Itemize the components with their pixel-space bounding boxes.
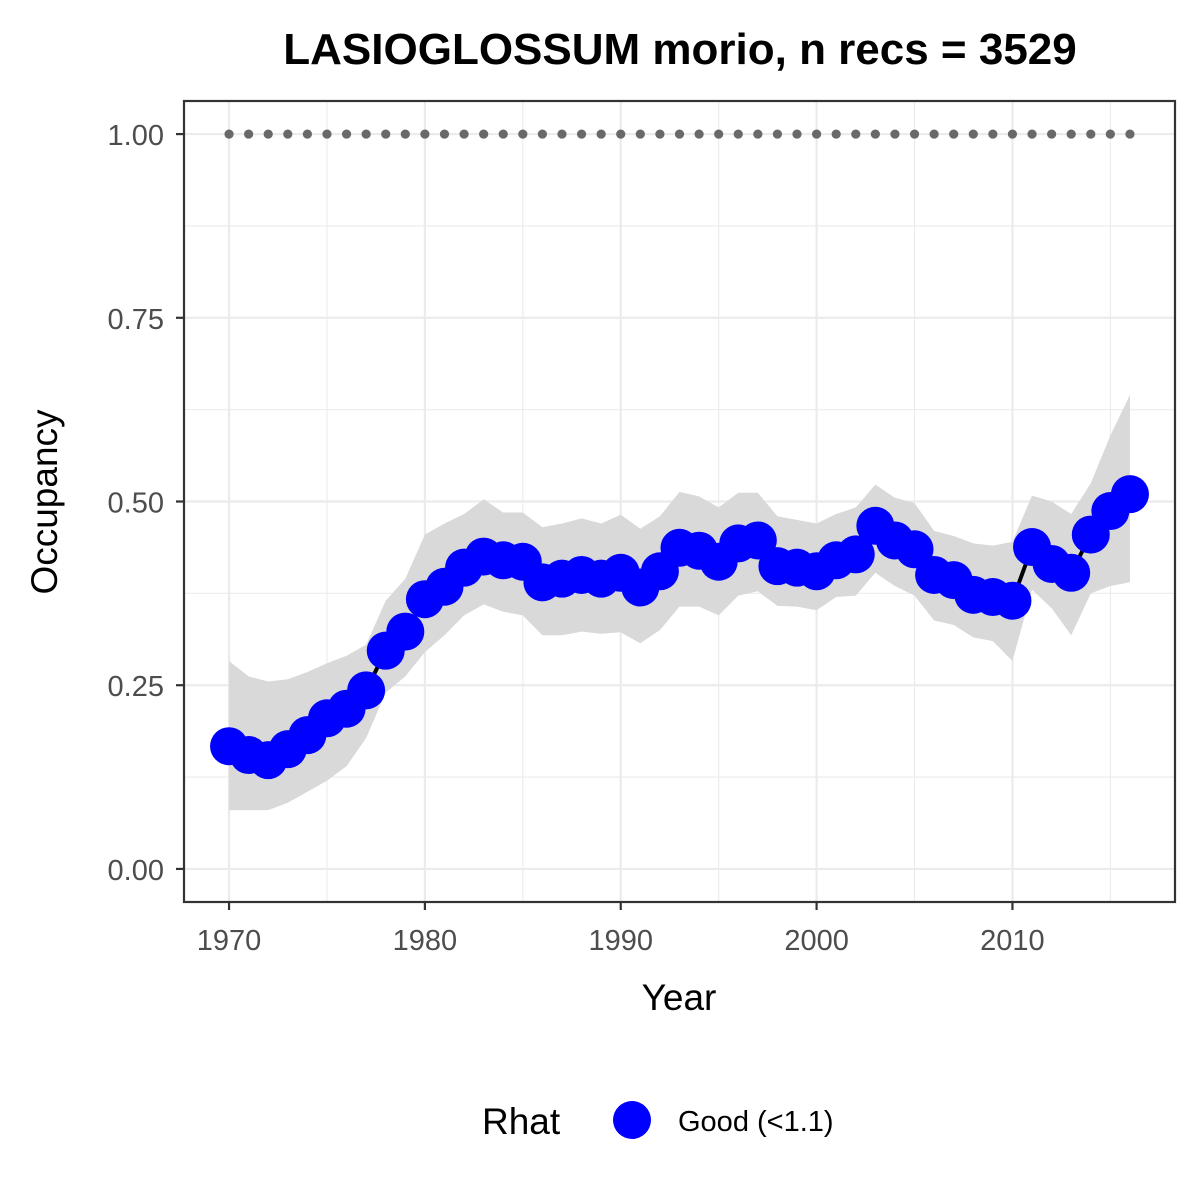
reference-point — [263, 129, 273, 139]
reference-point — [302, 129, 312, 139]
chart-title: LASIOGLOSSUM morio, n recs = 3529 — [283, 25, 1076, 74]
reference-point — [596, 129, 606, 139]
reference-point — [714, 129, 724, 139]
reference-point — [283, 129, 293, 139]
reference-point — [811, 129, 822, 139]
y-tick-label: 0.75 — [108, 304, 164, 336]
y-tick-label: 0.25 — [108, 671, 164, 703]
reference-point — [1105, 129, 1115, 139]
occupancy-point — [1052, 553, 1091, 592]
reference-point — [674, 129, 685, 139]
reference-point — [831, 129, 841, 139]
reference-point — [537, 129, 548, 139]
y-tick-label: 1.00 — [108, 120, 164, 152]
reference-point — [341, 129, 352, 139]
reference-point — [1086, 129, 1096, 139]
reference-point — [400, 129, 410, 139]
reference-point — [1125, 129, 1135, 139]
reference-point — [459, 129, 469, 139]
x-tick-label: 2010 — [980, 925, 1045, 957]
reference-point — [655, 129, 665, 139]
reference-point — [890, 129, 900, 139]
reference-point — [518, 129, 528, 139]
reference-points — [224, 129, 1135, 139]
legend-label-good: Good (<1.1) — [678, 1106, 834, 1138]
reference-point — [635, 129, 645, 139]
x-tick-label: 2000 — [784, 925, 849, 957]
reference-point — [616, 129, 626, 139]
reference-point — [733, 129, 743, 139]
legend-key-good — [613, 1101, 651, 1139]
reference-point — [381, 129, 391, 139]
reference-point — [479, 129, 489, 139]
reference-point — [1027, 129, 1037, 139]
occupancy-point — [993, 581, 1032, 620]
confidence-ribbon — [229, 394, 1130, 811]
x-tick-label: 1980 — [393, 925, 458, 957]
reference-point — [498, 129, 508, 139]
occupancy-point — [895, 530, 934, 569]
y-tick-label: 0.00 — [108, 855, 164, 887]
x-axis: 1970 1980 1990 2000 2010 — [197, 902, 1045, 957]
reference-point — [909, 129, 920, 139]
occupancy-point — [738, 521, 777, 560]
y-tick-label: 0.50 — [108, 488, 164, 520]
reference-point — [420, 129, 430, 139]
x-axis-title: Year — [642, 977, 717, 1018]
occupancy-point — [386, 612, 425, 651]
occupancy-point — [347, 671, 386, 710]
x-tick-label: 1990 — [588, 925, 653, 957]
occupancy-point — [1110, 475, 1149, 514]
x-tick-label: 1970 — [197, 925, 262, 957]
legend-title: Rhat — [482, 1101, 561, 1142]
reference-point — [949, 129, 959, 139]
reference-point — [753, 129, 763, 139]
y-axis-title: Occupancy — [24, 409, 65, 595]
reference-point — [1047, 129, 1057, 139]
reference-point — [1007, 129, 1018, 139]
reference-point — [968, 129, 978, 139]
reference-point — [851, 129, 861, 139]
reference-point — [224, 129, 234, 139]
reference-point — [870, 129, 880, 139]
reference-point — [322, 129, 332, 139]
occupancy-points — [210, 475, 1149, 780]
reference-point — [694, 129, 704, 139]
reference-point — [361, 129, 371, 139]
reference-point — [929, 129, 939, 139]
reference-point — [244, 129, 254, 139]
reference-point — [772, 129, 783, 139]
reference-point — [1066, 129, 1076, 139]
y-axis: 0.00 0.25 0.50 0.75 1.00 — [108, 120, 184, 887]
legend: Rhat Good (<1.1) — [482, 1101, 834, 1142]
reference-point — [792, 129, 802, 139]
reference-point — [557, 129, 567, 139]
reference-point — [439, 129, 450, 139]
occupancy-point — [836, 535, 875, 574]
reference-point — [988, 129, 998, 139]
reference-point — [576, 129, 587, 139]
